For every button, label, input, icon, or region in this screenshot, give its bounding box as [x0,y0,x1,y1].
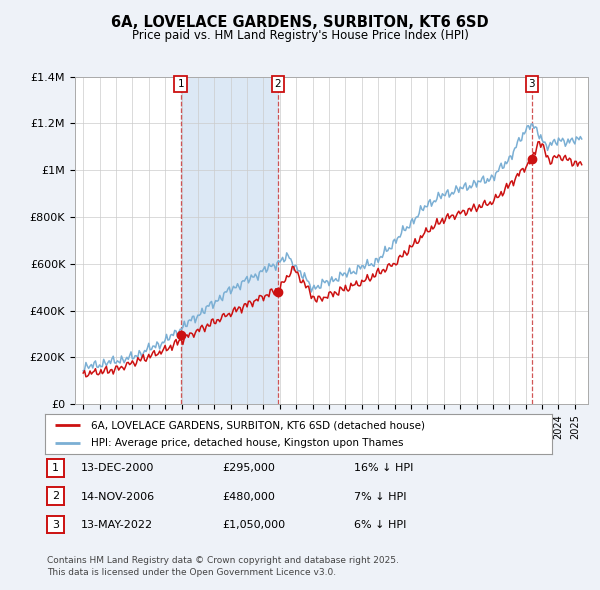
Text: Price paid vs. HM Land Registry's House Price Index (HPI): Price paid vs. HM Land Registry's House … [131,30,469,42]
Text: £1,050,000: £1,050,000 [222,520,285,530]
Text: 2: 2 [52,491,59,501]
Text: 3: 3 [529,78,535,88]
Text: 13-MAY-2022: 13-MAY-2022 [81,520,153,530]
Text: 1: 1 [52,463,59,473]
Text: £480,000: £480,000 [222,492,275,502]
Text: 1: 1 [178,78,184,88]
Text: 13-DEC-2000: 13-DEC-2000 [81,464,154,473]
Text: 7% ↓ HPI: 7% ↓ HPI [354,492,407,502]
Text: 2: 2 [274,78,281,88]
Bar [181,77,278,404]
Text: Contains HM Land Registry data © Crown copyright and database right 2025.
This d: Contains HM Land Registry data © Crown c… [47,556,398,576]
Text: £295,000: £295,000 [222,464,275,473]
Text: 6% ↓ HPI: 6% ↓ HPI [354,520,406,530]
Text: 6A, LOVELACE GARDENS, SURBITON, KT6 6SD (detached house): 6A, LOVELACE GARDENS, SURBITON, KT6 6SD … [91,420,425,430]
Text: 16% ↓ HPI: 16% ↓ HPI [354,464,413,473]
Text: 3: 3 [52,520,59,529]
Text: 6A, LOVELACE GARDENS, SURBITON, KT6 6SD: 6A, LOVELACE GARDENS, SURBITON, KT6 6SD [111,15,489,30]
Text: HPI: Average price, detached house, Kingston upon Thames: HPI: Average price, detached house, King… [91,438,403,448]
Text: 14-NOV-2006: 14-NOV-2006 [81,492,155,502]
